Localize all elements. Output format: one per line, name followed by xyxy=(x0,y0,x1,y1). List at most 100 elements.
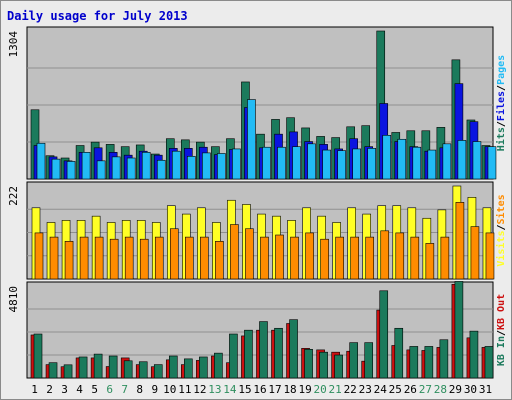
bar xyxy=(410,236,420,280)
bar xyxy=(454,281,464,379)
x-tick-label: 21 xyxy=(329,383,342,396)
legend-entry: / xyxy=(496,85,507,91)
bar xyxy=(307,143,316,180)
bar xyxy=(93,353,103,379)
bar xyxy=(214,352,223,379)
bar xyxy=(425,243,435,280)
bar xyxy=(457,140,467,180)
bar xyxy=(472,141,482,180)
x-tick-label: 24 xyxy=(374,383,388,396)
bar xyxy=(319,351,328,379)
bar xyxy=(380,230,390,280)
panel-kb-in-out: 4810 KB In/KB Out xyxy=(7,281,507,379)
bar xyxy=(63,364,73,379)
legend-entry: Sites xyxy=(495,194,507,224)
x-tick-label: 13 xyxy=(208,383,221,396)
bar xyxy=(485,232,495,280)
bar xyxy=(138,361,148,379)
panel-visits-sites: 222 Visits/Sites xyxy=(7,181,507,280)
y-axis-max-label: 4810 xyxy=(7,286,20,313)
bar xyxy=(367,148,377,180)
bar xyxy=(262,146,271,180)
bar xyxy=(215,240,224,280)
bar xyxy=(81,152,91,180)
bar xyxy=(290,236,299,280)
bar xyxy=(123,360,133,379)
x-tick-label: 30 xyxy=(464,383,477,396)
bar xyxy=(49,236,59,280)
bar xyxy=(379,290,389,379)
series-sites xyxy=(34,202,495,280)
x-tick-label: 9 xyxy=(151,383,158,396)
bar xyxy=(79,236,89,280)
bar xyxy=(51,158,61,180)
bar xyxy=(487,146,497,180)
bar xyxy=(78,356,88,379)
x-tick-label: 3 xyxy=(61,383,68,396)
bar xyxy=(124,236,134,280)
bar xyxy=(350,236,359,280)
x-tick-label: 29 xyxy=(449,383,462,396)
bar xyxy=(200,236,209,280)
bar xyxy=(187,156,196,180)
bar xyxy=(109,238,119,280)
bar xyxy=(259,321,268,379)
y-axis-max-label: 222 xyxy=(7,186,20,206)
bar xyxy=(442,143,452,180)
bar xyxy=(185,236,194,280)
bar xyxy=(96,160,106,180)
bar xyxy=(217,153,226,180)
x-tick-label: 27 xyxy=(419,383,432,396)
legend-entry: Files xyxy=(495,91,507,121)
bar xyxy=(484,346,494,379)
bar xyxy=(48,362,58,379)
bar xyxy=(260,236,269,280)
bar xyxy=(184,358,193,379)
x-tick-label: 12 xyxy=(193,383,206,396)
bar xyxy=(394,327,404,379)
bar xyxy=(168,355,178,379)
legend-entry: Hits xyxy=(495,127,507,151)
legend-entry: / xyxy=(496,121,507,127)
bar xyxy=(64,240,74,280)
bar xyxy=(169,228,179,280)
bar xyxy=(320,238,329,280)
bar xyxy=(33,333,43,379)
bar xyxy=(395,232,405,280)
bar xyxy=(292,146,301,180)
legend-entry: / xyxy=(496,224,507,230)
bar xyxy=(277,146,286,180)
x-tick-label: 16 xyxy=(253,383,266,396)
bar xyxy=(305,232,314,280)
bar xyxy=(469,330,479,379)
bar xyxy=(349,342,358,379)
legend-entry: KB In xyxy=(496,336,507,366)
bar xyxy=(247,99,256,180)
bar xyxy=(141,152,151,180)
bar xyxy=(440,236,450,280)
bar xyxy=(335,236,344,280)
bar xyxy=(409,346,419,379)
x-tick-label: 17 xyxy=(268,383,281,396)
bar xyxy=(154,236,164,280)
y-axis-max-label: 1304 xyxy=(7,31,20,58)
bar xyxy=(126,157,136,180)
bar xyxy=(244,329,253,379)
x-tick-label: 25 xyxy=(389,383,402,396)
bar xyxy=(470,226,480,280)
bar xyxy=(322,149,331,180)
bar xyxy=(229,333,238,379)
x-tick-label: 15 xyxy=(238,383,251,396)
chart-title: Daily usage for July 2013 xyxy=(7,9,188,23)
bar xyxy=(245,228,254,280)
legend-entry: Pages xyxy=(496,55,507,85)
x-tick-label: 20 xyxy=(314,383,327,396)
bar xyxy=(455,202,465,280)
bar xyxy=(111,156,121,180)
x-tick-label: 6 xyxy=(106,383,113,396)
bar xyxy=(424,346,434,379)
series-pages xyxy=(36,99,497,180)
bar xyxy=(364,342,374,379)
x-tick-label: 14 xyxy=(223,383,237,396)
